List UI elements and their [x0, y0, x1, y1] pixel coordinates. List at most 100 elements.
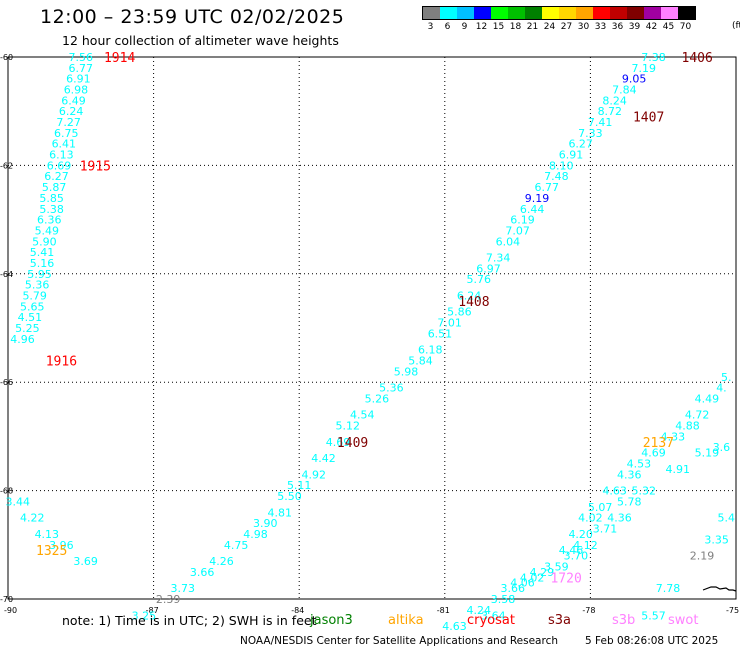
wave-height-value: 3.90: [253, 517, 278, 530]
wave-height-value: 6.24: [59, 105, 84, 118]
wave-height-value: 5.26: [365, 392, 390, 405]
latitude-tick-label: -68: [0, 487, 13, 496]
satellite-cryosat: cryosat: [467, 613, 515, 628]
wave-height-value: 4.81: [268, 506, 293, 519]
wave-height-value: 7.33: [578, 127, 603, 140]
wave-height-value: 4.24: [467, 604, 492, 617]
legend-swatch: [440, 7, 457, 19]
wave-height-value: 3.35: [704, 533, 729, 546]
satellite-jason3: jason3: [310, 613, 353, 628]
wave-height-value: 4.36: [607, 512, 632, 525]
wave-height-value: 5.4: [718, 512, 736, 525]
wave-height-value: 2.39: [156, 593, 181, 606]
satellite-altika: altika: [388, 613, 424, 628]
legend-label: 27: [560, 22, 573, 32]
wave-height-value: 4.46: [559, 544, 584, 557]
wave-height-value: 6.36: [37, 214, 62, 227]
wave-height-value: 6.98: [64, 84, 89, 97]
legend-label: 9: [461, 22, 468, 32]
latitude-tick-label: -66: [0, 378, 13, 387]
latitude-tick-label: -60: [0, 53, 13, 62]
wave-height-value: 5.41: [30, 246, 55, 259]
wave-height-value: 4.06: [510, 577, 535, 590]
legend-swatch: [610, 7, 627, 19]
wave-height-value: 6.77: [534, 181, 559, 194]
wave-height-value: 5.57: [641, 609, 666, 622]
wave-height-value: 3.96: [49, 539, 74, 552]
wave-height-value: 5.86: [447, 306, 472, 319]
wave-height-value: 3.66: [500, 582, 525, 595]
coastline: [702, 586, 737, 592]
wave-height-value: 6.91: [66, 73, 91, 86]
wave-height-value: 6.27: [568, 138, 593, 151]
wave-height-value: 5.11: [287, 479, 312, 492]
wave-height-value: 6.13: [49, 149, 74, 162]
wave-height-value: 5.16: [30, 257, 55, 270]
wave-height-value: 5.49: [35, 224, 60, 237]
legend-label: 42: [645, 22, 658, 32]
wave-height-value: 6.51: [428, 327, 453, 340]
wave-height-value: 4.92: [302, 468, 327, 481]
wave-height-value: 6.41: [52, 138, 77, 151]
wave-height-value: 5.87: [42, 181, 67, 194]
legend-label: 15: [492, 22, 505, 32]
latitude-tick-label: -64: [0, 270, 13, 279]
wave-height-value: 4.54: [350, 409, 375, 422]
wave-height-value: 5.65: [20, 300, 45, 313]
legend-swatch: [423, 7, 440, 19]
wave-height-value: 3.70: [564, 550, 589, 563]
wave-height-value: 4.69: [326, 436, 351, 449]
track-labels: 1914 1915 1916 1325 1406 1407 1408 1409 2137 1720: [36, 51, 713, 586]
wave-height-value: 5.84: [408, 355, 433, 368]
legend-swatch: [525, 7, 542, 19]
wave-height-value: 3.6: [713, 441, 731, 454]
legend-label: 24: [543, 22, 556, 32]
wave-height-value: 4.51: [18, 311, 43, 324]
wave-height-value: 6.19: [510, 214, 535, 227]
legend-swatch: [627, 7, 644, 19]
wave-height-value: 5.38: [39, 203, 64, 216]
footer-note: note: 1) Time is in UTC; 2) SWH is in fe…: [62, 613, 317, 628]
legend-swatch: [678, 7, 695, 19]
wave-height-value: 7.84: [612, 84, 637, 97]
legend-unit: (ft): [732, 21, 740, 31]
wave-height-value: 9.05: [622, 73, 647, 86]
wave-height-value: 8.10: [549, 159, 574, 172]
legend-swatch: [491, 7, 508, 19]
wave-height-value: 6.97: [476, 262, 501, 275]
longitude-tick-label: -78: [582, 606, 595, 615]
legend-labels: 3 6 9 12 15 18 21 24 27 30 33 36 39 42 45 70: [422, 22, 696, 32]
wave-height-value: 4.96: [10, 333, 35, 346]
legend-label: 3: [427, 22, 434, 32]
wave-height-value: 4.72: [685, 409, 710, 422]
track-time-label: 1407: [633, 111, 664, 126]
wave-height-value: 4.63: [442, 620, 467, 633]
legend-swatch: [661, 7, 678, 19]
legend-label: 45: [662, 22, 675, 32]
wave-height-value: 4.91: [666, 463, 691, 476]
wave-height-value: 6.49: [61, 94, 86, 107]
credit-text: NOAA/NESDIS Center for Satellite Applica…: [240, 635, 558, 647]
legend-label: 6: [444, 22, 451, 32]
legend-label: 33: [594, 22, 607, 32]
legend-swatch: [508, 7, 525, 19]
wave-height-value: 3.73: [170, 582, 195, 595]
wave-height-value: 3.25: [132, 609, 157, 622]
wave-height-value: 5.36: [379, 382, 404, 395]
wave-height-value: 4.49: [695, 392, 720, 405]
wave-height-value: 5.07: [588, 501, 613, 514]
longitude-tick-label: -81: [437, 606, 450, 615]
wave-height-value: 7.78: [656, 582, 681, 595]
legend-label: 39: [628, 22, 641, 32]
legend-swatch: [457, 7, 474, 19]
wave-height-value: 4.36: [617, 468, 642, 481]
axis-tick-labels: -90 -87 -84 -81 -78 -75 -60 -62 -64 -66 -68 -70: [0, 53, 739, 615]
wave-height-value: 6.91: [559, 149, 584, 162]
wave-height-value: 4.20: [568, 528, 593, 541]
latitude-tick-label: -70: [0, 595, 13, 604]
wave-height-value: 3.71: [593, 523, 618, 536]
latitude-tick-label: -62: [0, 161, 13, 170]
wave-height-value: 7.41: [588, 116, 613, 129]
wave-height-value: 6.04: [496, 235, 521, 248]
